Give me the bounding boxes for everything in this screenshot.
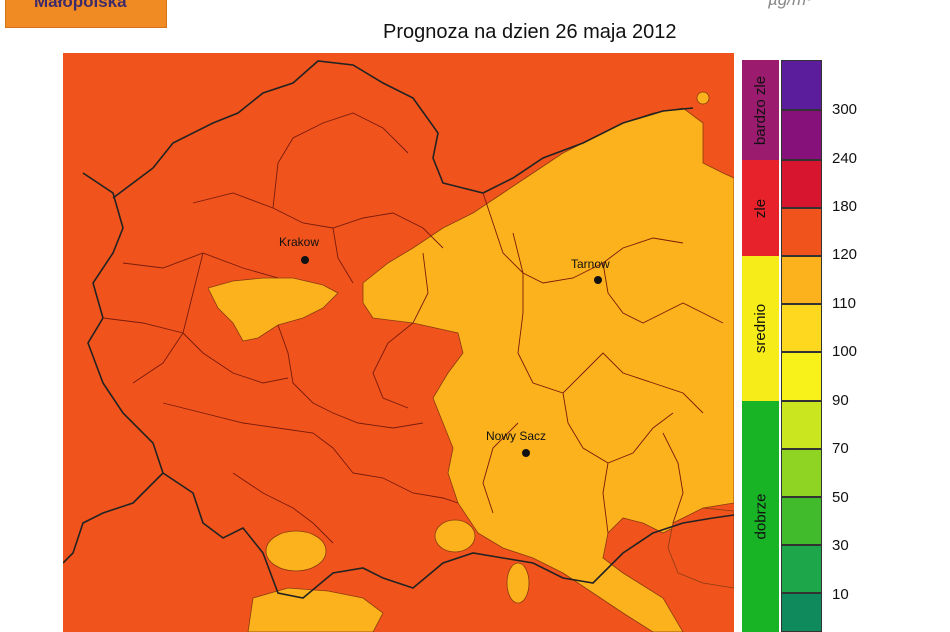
legend-swatch [781,208,822,256]
legend-tick: 10 [832,586,849,603]
city-label-tarnow: Tarnow [571,257,610,271]
legend-tick: 90 [832,392,849,409]
legend-swatch [781,593,822,632]
county-borders [102,112,724,544]
legend-tick: 30 [832,537,849,554]
legend-category-label: zle [752,198,769,218]
legend-category-srednio: srednio [742,256,779,401]
legend-tick: 100 [832,343,858,360]
patch-south-3 [506,562,530,604]
legend-category-label: dobrze [752,493,769,540]
pollution-zone-high-east [667,507,734,589]
legend-swatch [781,449,822,497]
legend-tick: 300 [832,101,858,118]
legend-tick: 110 [832,295,856,312]
city-label-nowy-sacz: Nowy Sacz [486,429,546,443]
legend-category-label: srednio [752,303,770,354]
patch-south-2 [434,519,476,553]
legend-swatch [781,304,822,352]
brand-name: Małopolska [34,0,127,11]
legend-tick: 240 [832,150,858,167]
legend-tick: 120 [832,246,858,263]
region-border [63,60,734,599]
legend-category-dobrze: dobrze [742,401,779,632]
legend-swatch [781,401,822,449]
legend-swatch [781,160,822,208]
unit-label: µg/m³ [768,0,812,10]
patch-south-1 [265,530,327,572]
map-canvas: Krakow Tarnow Nowy Sacz [63,53,734,632]
legend-swatch [781,497,822,545]
patch-south-west [247,587,384,632]
forecast-title: Prognoza na dzien 26 maja 2012 [383,21,677,43]
legend-swatch [781,256,822,304]
city-marker-krakow [301,256,309,264]
legend-tick: 50 [832,489,849,506]
legend-swatch [781,352,822,401]
legend-category-zle: zle [742,160,779,256]
city-marker-nowy-sacz [522,449,530,457]
legend-tick: 180 [832,198,858,215]
city-label-krakow: Krakow [279,235,319,249]
legend-swatch [781,110,822,160]
pollution-zone-moderate-krakow [207,277,339,342]
legend-category-label: bardzo zle [752,75,769,145]
brand-logo: Małopolska [5,0,167,28]
forecast-map: Krakow Tarnow Nowy Sacz [63,53,734,632]
patch-north-east [696,91,710,105]
legend-swatch [781,545,822,593]
legend-category-bardzo-zle: bardzo zle [742,60,779,160]
city-marker-tarnow [594,276,602,284]
legend-tick: 70 [832,440,849,457]
legend-swatch [781,60,822,110]
